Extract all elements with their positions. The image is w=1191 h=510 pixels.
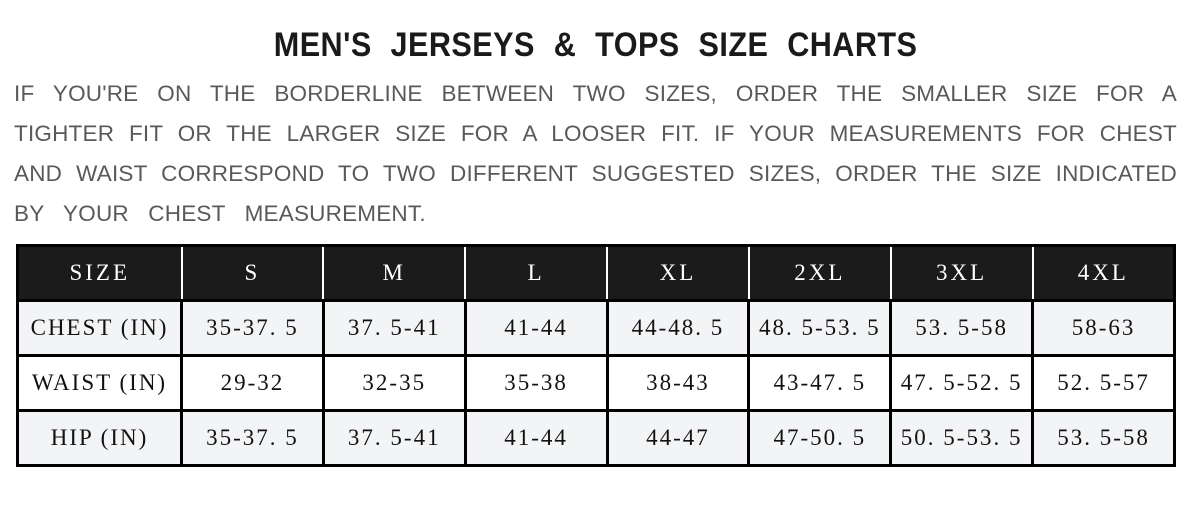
size-header-4xl: 4XL — [1032, 245, 1176, 301]
measurement-cell: 44-47 — [605, 409, 751, 467]
size-header-3xl: 3XL — [890, 245, 1034, 301]
size-chart-page: MEN'S JERSEYS & TOPS SIZE CHARTS IF YOU'… — [0, 26, 1191, 510]
table-row-hip: HIP (IN) 35-37. 5 37. 5-41 41-44 44-47 47-50.… — [16, 409, 1176, 467]
intro-line-2: TIGHTER FIT OR THE LARGER SIZE FOR A LOO… — [14, 121, 1177, 146]
row-label: CHEST (IN) — [16, 299, 183, 357]
size-header-l: L — [465, 245, 609, 301]
intro-line-3: AND WAIST CORRESPOND TO TWO DIFFERENT SU… — [14, 161, 1177, 186]
measurement-cell: 38-43 — [605, 354, 751, 412]
measurement-cell: 53. 5-58 — [1031, 409, 1176, 467]
measurement-cell: 47. 5-52. 5 — [889, 354, 1035, 412]
row-label: HIP (IN) — [16, 409, 183, 467]
measurement-cell: 52. 5-57 — [1031, 354, 1176, 412]
table-header-row: SIZE S M L XL 2XL 3XL 4XL — [17, 245, 1176, 301]
measurement-cell: 44-48. 5 — [605, 299, 751, 357]
measurement-cell: 37. 5-41 — [321, 299, 467, 357]
measurement-cell: 41-44 — [463, 409, 609, 467]
measurement-cell: 48. 5-53. 5 — [747, 299, 893, 357]
size-header-m: M — [323, 245, 467, 301]
measurement-cell: 29-32 — [180, 354, 325, 412]
page-title: MEN'S JERSEYS & TOPS SIZE CHARTS — [0, 26, 1191, 64]
measurement-cell: 35-38 — [463, 354, 609, 412]
measurement-cell: 35-37. 5 — [180, 409, 325, 467]
measurement-cell: 47-50. 5 — [747, 409, 893, 467]
measurement-cell: 43-47. 5 — [747, 354, 893, 412]
table-row-waist: WAIST (IN) 29-32 32-35 35-38 38-43 43-47. 5 47… — [16, 354, 1176, 412]
measurement-cell: 37. 5-41 — [321, 409, 467, 467]
measurement-cell: 32-35 — [321, 354, 467, 412]
intro-line-4: BY YOUR CHEST MEASUREMENT. — [14, 201, 426, 226]
measurement-cell: 53. 5-58 — [889, 299, 1035, 357]
size-header-2xl: 2XL — [748, 245, 892, 301]
measurement-cell: 58-63 — [1031, 299, 1176, 357]
measurement-cell: 50. 5-53. 5 — [889, 409, 1035, 467]
intro-paragraph: IF YOU'RE ON THE BORDERLINE BETWEEN TWO … — [14, 74, 1177, 234]
measurement-cell: 41-44 — [463, 299, 609, 357]
measurement-cell: 35-37. 5 — [180, 299, 325, 357]
size-header-xl: XL — [607, 245, 750, 301]
size-chart-table: SIZE S M L XL 2XL 3XL 4XL CHEST (IN) 35-37. 5 37.… — [16, 244, 1176, 467]
row-label: WAIST (IN) — [16, 354, 183, 412]
page-title-text: MEN'S JERSEYS & TOPS SIZE CHARTS — [273, 26, 918, 64]
size-header-s: S — [181, 245, 325, 301]
size-column-header: SIZE — [17, 245, 183, 301]
intro-line-1: IF YOU'RE ON THE BORDERLINE BETWEEN TWO … — [14, 81, 1177, 106]
